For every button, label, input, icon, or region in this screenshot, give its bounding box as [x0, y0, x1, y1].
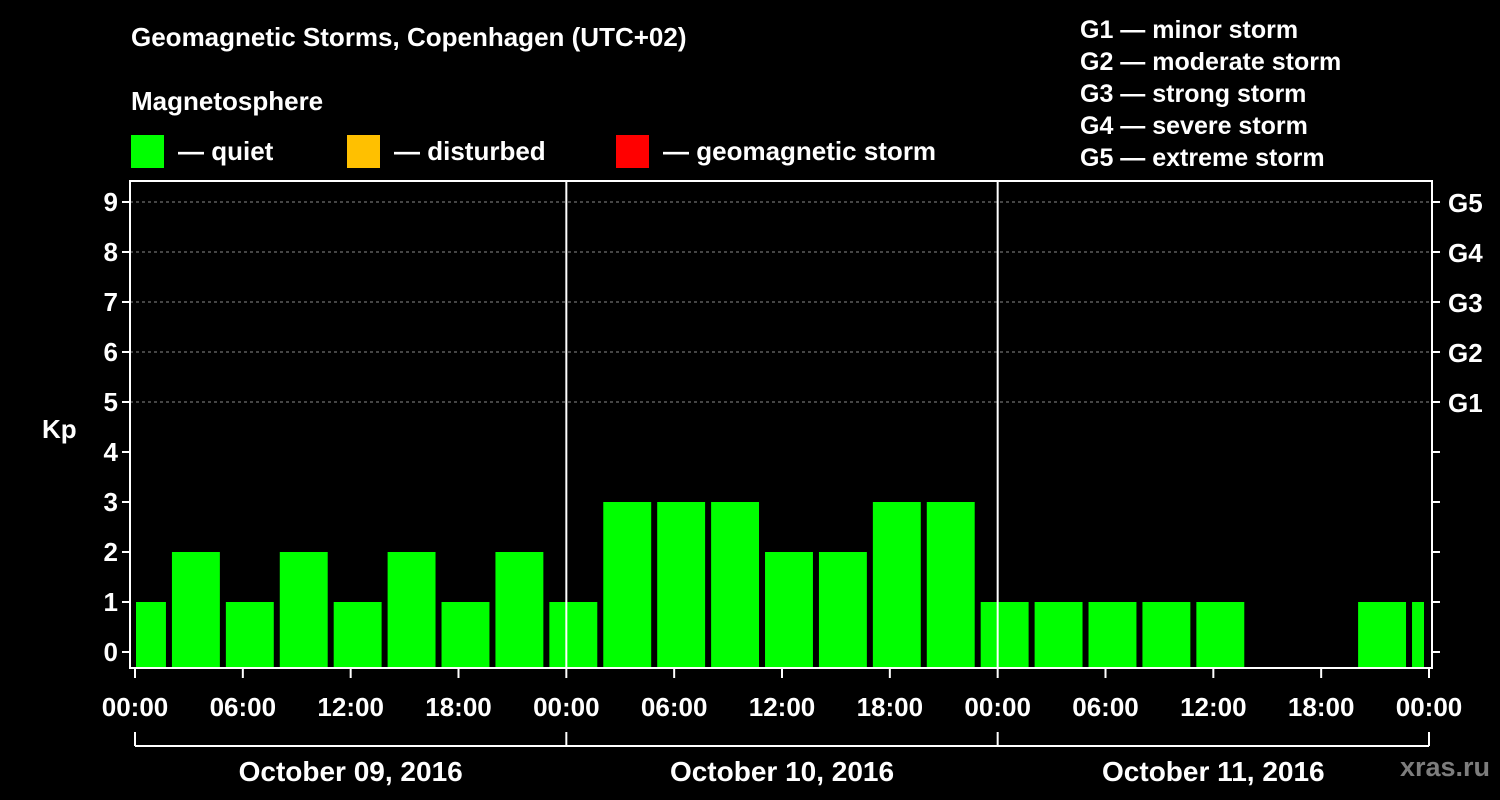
- legend-label-storm: — geomagnetic storm: [663, 135, 937, 166]
- kp-bar-8: [549, 602, 598, 668]
- legend-item-disturbed: — disturbed: [347, 134, 546, 168]
- x-tick-label-12: 00:00: [1396, 692, 1463, 722]
- y-tick-label-0: 0: [104, 637, 118, 667]
- kp-bar-20: [1196, 602, 1245, 668]
- g-level-label-g4: G4: [1448, 238, 1483, 268]
- legend-label-quiet: — quiet: [178, 135, 274, 166]
- y-tick-label-9: 9: [104, 187, 118, 217]
- kp-bar-19: [1142, 602, 1191, 668]
- x-tick-label-9: 06:00: [1072, 692, 1139, 722]
- legend-item-storm: — geomagnetic storm: [616, 134, 936, 168]
- x-tick-label-4: 00:00: [533, 692, 600, 722]
- kp-bar-1: [171, 552, 220, 668]
- quiet-swatch: [131, 134, 164, 168]
- x-tick-label-6: 12:00: [749, 692, 816, 722]
- disturbed-swatch: [347, 134, 380, 168]
- g-level-label-g3: G3: [1448, 288, 1483, 318]
- g-level-label-g1: G1: [1448, 388, 1483, 418]
- kp-bar-14: [872, 502, 921, 668]
- legend-title: Magnetosphere: [131, 86, 324, 116]
- y-tick-label-7: 7: [104, 287, 118, 317]
- x-tick-label-7: 18:00: [857, 692, 924, 722]
- kp-bar-17: [1034, 602, 1083, 668]
- x-tick-label-11: 18:00: [1288, 692, 1355, 722]
- y-tick-label-1: 1: [104, 587, 118, 617]
- kp-bar-5: [387, 552, 436, 668]
- kp-bar-16: [980, 602, 1029, 668]
- y-tick-label-4: 4: [104, 437, 119, 467]
- day-label-2: October 11, 2016: [1102, 756, 1325, 787]
- storm-scale-legend: G1 — minor storm G2 — moderate storm G3 …: [1080, 14, 1341, 174]
- kp-bar-2: [225, 602, 274, 668]
- x-tick-label-2: 12:00: [317, 692, 384, 722]
- x-tick-label-1: 06:00: [210, 692, 277, 722]
- storm-scale-g2: G2 — moderate storm: [1080, 48, 1342, 76]
- storm-scale-g4: G4 — severe storm: [1080, 112, 1308, 140]
- storm-scale-g5: G5 — extreme storm: [1080, 144, 1325, 172]
- day-label-1: October 10, 2016: [670, 756, 894, 787]
- y-tick-label-5: 5: [104, 387, 118, 417]
- y-tick-label-3: 3: [104, 487, 118, 517]
- x-tick-label-10: 12:00: [1180, 692, 1247, 722]
- legend-item-quiet: — quiet: [131, 134, 273, 168]
- watermark: xras.ru: [1399, 752, 1490, 782]
- kp-bar-11: [711, 502, 760, 668]
- storm-swatch: [616, 134, 649, 168]
- kp-bar-12: [765, 552, 813, 668]
- day-label-0: October 09, 2016: [239, 756, 463, 787]
- g-level-label-g5: G5: [1448, 188, 1483, 218]
- g-level-label-g2: G2: [1448, 338, 1483, 368]
- x-tick-label-8: 00:00: [964, 692, 1031, 722]
- kp-bar-9: [603, 502, 652, 668]
- kp-bar-15: [926, 502, 975, 668]
- storm-scale-g3: G3 — strong storm: [1080, 80, 1307, 108]
- kp-bar-3: [279, 552, 328, 668]
- kp-bar-13: [818, 552, 867, 668]
- kp-bar-6: [441, 602, 490, 668]
- kp-bar-0: [136, 602, 166, 668]
- kp-bar-18: [1088, 602, 1137, 668]
- x-tick-label-5: 06:00: [641, 692, 708, 722]
- y-tick-label-8: 8: [104, 237, 118, 267]
- chart-title: Geomagnetic Storms, Copenhagen (UTC+02): [131, 22, 687, 52]
- kp-bar-7: [495, 552, 544, 668]
- y-tick-label-2: 2: [104, 537, 118, 567]
- kp-bar-4: [333, 602, 382, 668]
- kp-bar-22: [1412, 602, 1424, 668]
- kp-bar-21: [1358, 602, 1407, 668]
- y-tick-label-6: 6: [104, 337, 118, 367]
- x-tick-label-0: 00:00: [102, 692, 169, 722]
- kp-bar-10: [657, 502, 706, 668]
- y-axis-label: Kp: [42, 414, 77, 444]
- legend-label-disturbed: — disturbed: [394, 135, 546, 166]
- storm-scale-g1: G1 — minor storm: [1080, 16, 1299, 44]
- x-tick-label-3: 18:00: [425, 692, 492, 722]
